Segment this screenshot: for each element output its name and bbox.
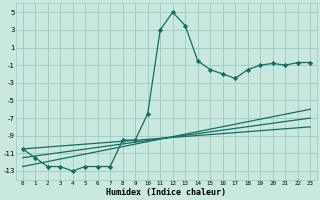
X-axis label: Humidex (Indice chaleur): Humidex (Indice chaleur) <box>107 188 227 197</box>
